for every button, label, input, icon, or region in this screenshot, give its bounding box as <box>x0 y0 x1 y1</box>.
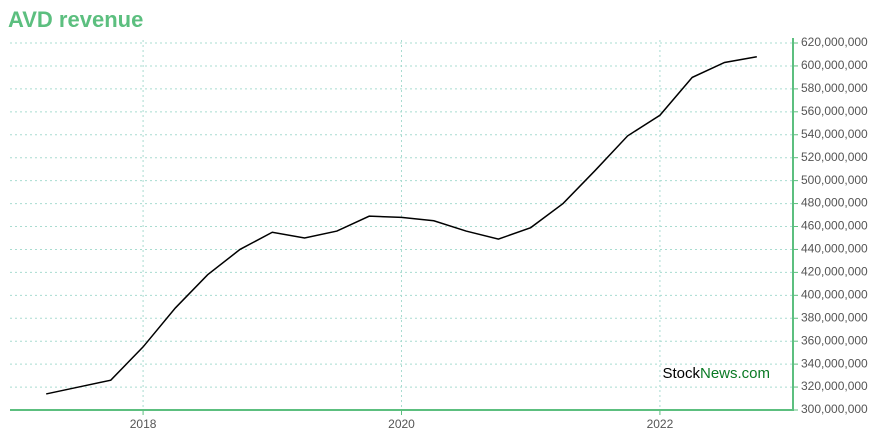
y-tick-label: 320,000,000 <box>801 379 868 393</box>
y-tick-label: 600,000,000 <box>801 58 868 72</box>
x-tick-label: 2018 <box>130 417 157 431</box>
y-tick-label: 400,000,000 <box>801 287 868 301</box>
chart-title: AVD revenue <box>8 7 143 32</box>
y-tick-label: 380,000,000 <box>801 310 868 324</box>
y-tick-label: 340,000,000 <box>801 356 868 370</box>
y-tick-label: 540,000,000 <box>801 127 868 141</box>
y-tick-label: 500,000,000 <box>801 173 868 187</box>
y-tick-label: 460,000,000 <box>801 219 868 233</box>
y-tick-label: 560,000,000 <box>801 104 868 118</box>
y-tick-label: 520,000,000 <box>801 150 868 164</box>
y-tick-label: 480,000,000 <box>801 196 868 210</box>
y-tick-label: 360,000,000 <box>801 333 868 347</box>
y-tick-label: 300,000,000 <box>801 402 868 416</box>
y-tick-label: 580,000,000 <box>801 81 868 95</box>
x-tick-label: 2022 <box>647 417 674 431</box>
y-tick-label: 440,000,000 <box>801 242 868 256</box>
y-tick-label: 420,000,000 <box>801 265 868 279</box>
x-tick-label: 2020 <box>388 417 415 431</box>
y-tick-label: 620,000,000 <box>801 35 868 49</box>
watermark-stock: Stock <box>662 365 700 382</box>
line-series <box>46 56 757 395</box>
watermark-news: News.com <box>700 365 770 382</box>
watermark: StockNews.com <box>662 365 770 382</box>
